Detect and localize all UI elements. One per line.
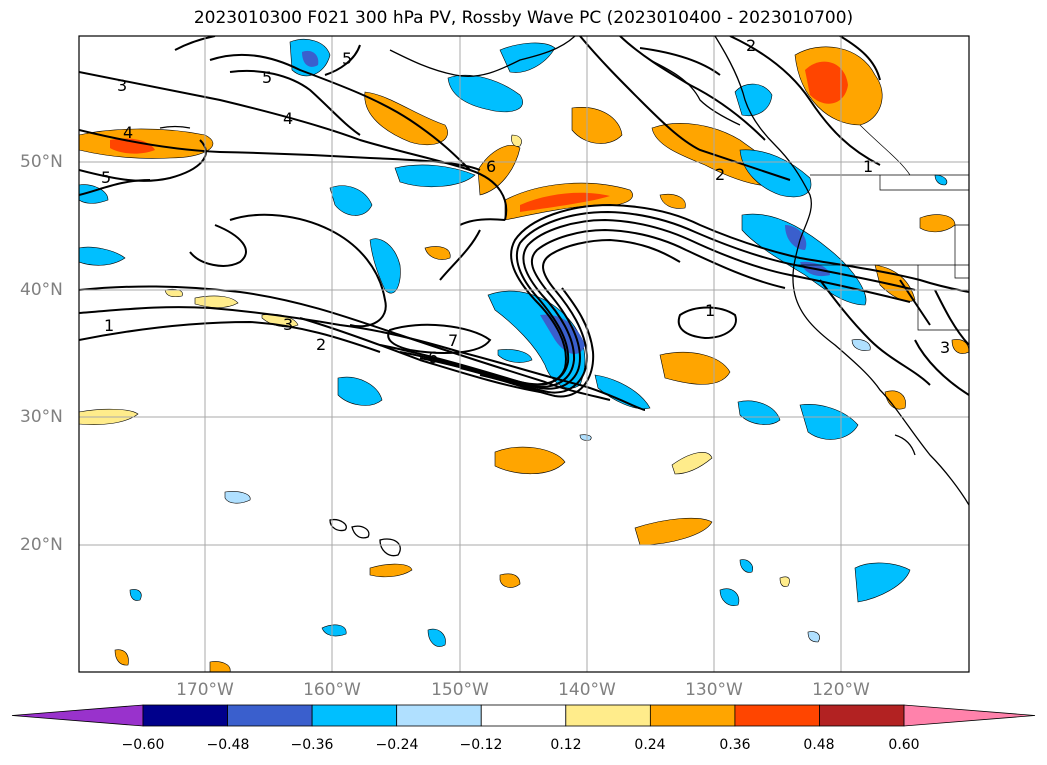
lon-label: 120°W xyxy=(812,680,870,700)
colorbar-segment xyxy=(311,704,398,727)
colorbar-segment xyxy=(819,704,905,727)
contour-labels: 1 1 1 2 2 2 3 3 3 4 4 5 5 6 6 7 5 xyxy=(101,36,950,367)
contour-label: 4 xyxy=(123,123,133,142)
colorbar-tick: 0.60 xyxy=(888,737,920,753)
lat-label: 30°N xyxy=(20,407,63,427)
colorbar-tick: 0.24 xyxy=(634,737,666,753)
map-title: 2023010300 F021 300 hPa PV, Rossby Wave … xyxy=(193,8,854,28)
contour-label: 5 xyxy=(101,168,111,187)
lon-label: 140°W xyxy=(558,680,616,700)
colorbar-tick: 0.12 xyxy=(550,737,582,753)
colorbar-segment xyxy=(903,704,1036,727)
colorbar-segment xyxy=(480,704,567,727)
contour-label: 6 xyxy=(486,157,496,176)
contour-label: 3 xyxy=(283,315,293,334)
contour-label: 6 xyxy=(428,348,438,367)
lat-label: 20°N xyxy=(20,535,63,555)
colorbar-tick: 0.36 xyxy=(719,737,751,753)
colorbar-tick: 0.48 xyxy=(803,737,835,753)
colorbar-segment xyxy=(649,704,736,727)
colorbar xyxy=(11,704,1036,727)
lat-label: 50°N xyxy=(20,152,63,172)
colorbar-segment xyxy=(142,704,228,727)
pv-contours xyxy=(79,36,969,411)
colorbar-tick: −0.24 xyxy=(375,737,419,753)
contour-label: 1 xyxy=(863,157,873,176)
contour-label: 2 xyxy=(316,335,326,354)
colorbar-tick: −0.12 xyxy=(459,737,503,753)
plot-border xyxy=(78,35,970,673)
gridlines xyxy=(79,36,969,672)
contour-label: 5 xyxy=(262,68,272,87)
contour-label: 7 xyxy=(448,331,458,350)
lon-label: 160°W xyxy=(303,680,361,700)
colorbar-segment xyxy=(227,704,313,727)
lat-label: 40°N xyxy=(20,280,63,300)
contour-label: 3 xyxy=(940,338,950,357)
coastlines xyxy=(159,36,969,557)
contour-label: 1 xyxy=(705,301,715,320)
colorbar-tick: −0.60 xyxy=(121,737,165,753)
colorbar-segment xyxy=(396,704,482,727)
lon-label: 130°W xyxy=(685,680,743,700)
contour-label: 4 xyxy=(283,109,293,128)
contour-label: 2 xyxy=(746,36,756,55)
colorbar-tick: −0.48 xyxy=(206,737,250,753)
boundaries xyxy=(790,124,969,331)
colorbar-segment xyxy=(11,704,144,727)
colorbar-segment xyxy=(565,704,651,727)
contour-label: 1 xyxy=(104,316,114,335)
lon-label: 150°W xyxy=(431,680,489,700)
contour-label: 5 xyxy=(342,49,352,68)
colorbar-segment xyxy=(734,704,820,727)
lon-label: 170°W xyxy=(176,680,234,700)
colorbar-tick: −0.36 xyxy=(290,737,334,753)
contour-label: 2 xyxy=(715,165,725,184)
contour-label: 3 xyxy=(117,76,127,95)
